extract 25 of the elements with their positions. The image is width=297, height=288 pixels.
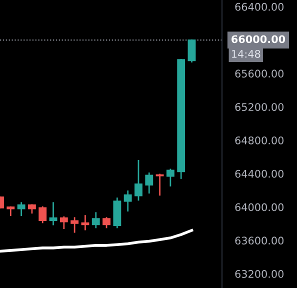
y-tick-label: 64400.00	[235, 170, 284, 178]
candlestick	[145, 172, 154, 194]
y-tick-label: 66400.00	[235, 2, 284, 11]
candlestick	[102, 217, 110, 228]
candlestick	[124, 190, 132, 212]
candlestick	[60, 216, 68, 230]
candlestick	[92, 212, 100, 228]
text: 14:48	[232, 50, 260, 58]
candlestick	[166, 168, 174, 186]
candlestick	[17, 202, 26, 216]
candlestick	[156, 174, 164, 196]
candlestick	[38, 206, 47, 224]
y-tick-label: 63200.00	[235, 270, 284, 278]
candlestick	[49, 202, 58, 226]
y-tick-label: 65600.00	[235, 70, 284, 78]
candlestick	[70, 217, 79, 233]
ref-line-label: 66000.00	[232, 35, 286, 44]
candlestick	[134, 160, 142, 201]
candlestick	[188, 39, 196, 62]
y-tick-label: 65200.00	[235, 103, 284, 111]
candlestick	[81, 215, 90, 230]
line-series	[0, 229, 194, 253]
y-tick-label: 64000.00	[235, 203, 284, 212]
y-tick-label: 64800.00	[235, 136, 284, 144]
y-tick-label: 63600.00	[235, 236, 284, 245]
